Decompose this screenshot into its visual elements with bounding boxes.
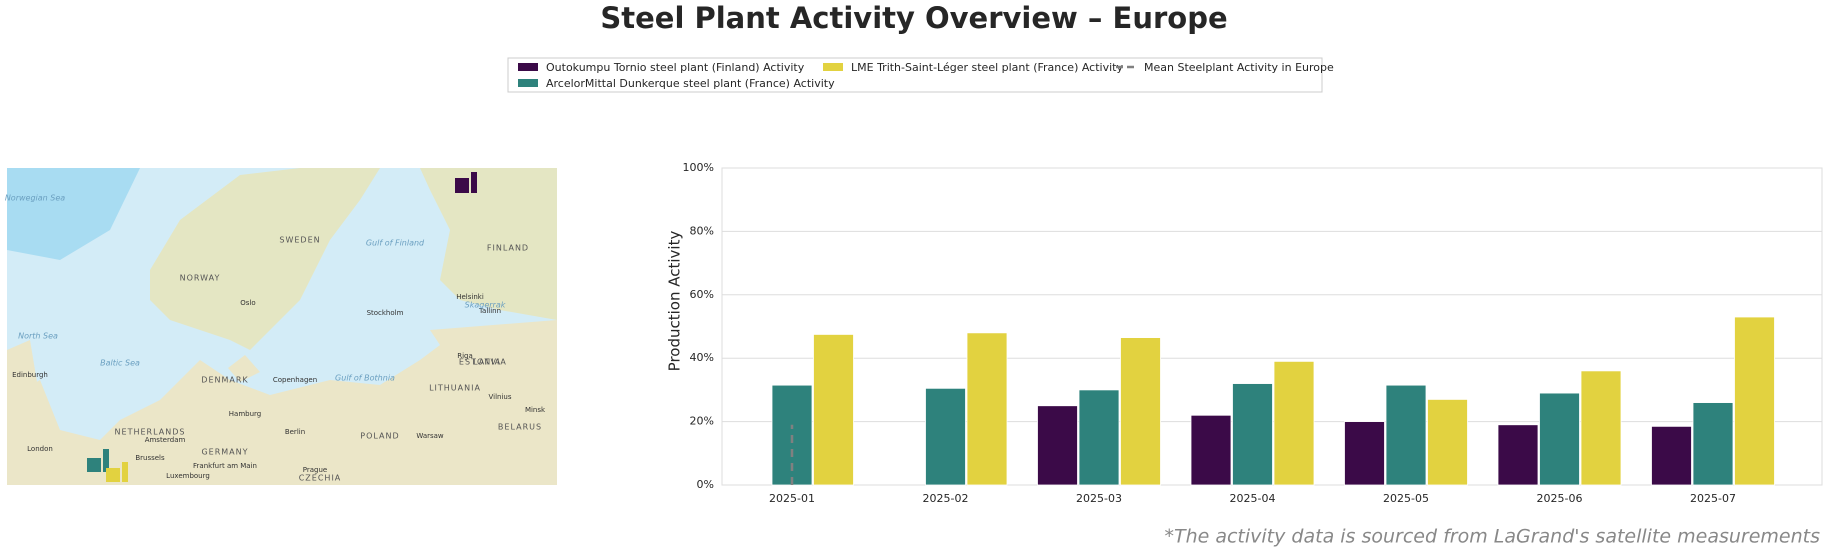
legend <box>507 57 1323 93</box>
bar <box>813 334 854 486</box>
denmark-land <box>228 355 260 382</box>
bar <box>1734 316 1775 486</box>
bar <box>1078 389 1120 486</box>
y-tick-label: 80% <box>690 224 714 237</box>
bar <box>966 332 1008 486</box>
y-tick-label: 0% <box>697 478 714 491</box>
bar <box>1651 425 1692 486</box>
bar <box>1120 337 1161 486</box>
map-label: NETHERLANDS <box>115 428 186 437</box>
map-label: NORWAY <box>180 274 221 283</box>
legend-swatch <box>518 63 538 71</box>
legend-swatch <box>518 79 538 87</box>
map-city: Oslo <box>240 299 255 307</box>
x-tick-label: 2025-04 <box>1230 492 1276 505</box>
legend-label: ArcelorMittal Dunkerque steel plant (Fra… <box>546 77 835 90</box>
x-tick-label: 2025-01 <box>769 492 815 505</box>
map-city: Luxembourg <box>166 472 210 480</box>
bar <box>1692 402 1734 486</box>
map-city: Prague <box>303 466 327 474</box>
bar <box>1427 399 1468 486</box>
finland <box>420 168 557 320</box>
footnote: *The activity data is sourced from LaGra… <box>1164 526 1820 548</box>
bar <box>1232 383 1273 486</box>
bar <box>1037 405 1078 486</box>
bar <box>1497 424 1539 486</box>
map-city: Frankfurt am Main <box>193 462 257 470</box>
map-city: London <box>27 445 53 453</box>
bar <box>1273 360 1315 486</box>
continent <box>7 320 557 485</box>
map-city: Hamburg <box>229 410 261 418</box>
x-tick-label: 2025-05 <box>1383 492 1429 505</box>
map-sea-label: Norwegian Sea <box>5 194 65 203</box>
legend-label: Mean Steelplant Activity in Europe <box>1144 61 1334 74</box>
map-label: CZECHIA <box>299 474 342 483</box>
map-city: Berlin <box>285 428 305 436</box>
y-axis-label: Production Activity <box>666 231 684 372</box>
map-city: Brussels <box>135 454 165 462</box>
bar <box>1385 384 1427 486</box>
legend-label: Outokumpu Tornio steel plant (Finland) A… <box>546 61 805 74</box>
map-label: FINLAND <box>487 244 529 253</box>
factory-tornio <box>455 172 477 193</box>
bar <box>1190 414 1232 486</box>
map-label: ESTONIA <box>459 358 501 367</box>
y-tick-label: 60% <box>690 288 714 301</box>
map-label: GERMANY <box>201 448 248 457</box>
map-city: Edinburgh <box>12 371 48 379</box>
map-city: Amsterdam <box>145 436 186 444</box>
map-city: Vilnius <box>489 393 512 401</box>
x-tick-label: 2025-02 <box>923 492 969 505</box>
x-tick-label: 2025-03 <box>1076 492 1122 505</box>
map-city: Copenhagen <box>273 376 317 384</box>
x-tick-label: 2025-07 <box>1690 492 1736 505</box>
y-tick-label: 20% <box>690 415 714 428</box>
map-sea-label: Gulf of Bothnia <box>335 374 395 383</box>
map-label: BELARUS <box>498 423 542 432</box>
y-tick-label: 100% <box>683 161 714 174</box>
map-sea-label: Gulf of Finland <box>366 239 425 248</box>
map-sea-label: Skagerrak <box>465 301 506 310</box>
bar <box>1580 370 1622 486</box>
factory-trith <box>106 462 128 482</box>
britain <box>7 340 40 480</box>
map-sea-label: North Sea <box>18 332 58 341</box>
y-tick-label: 40% <box>690 351 714 364</box>
deep-sea <box>7 168 140 260</box>
map-label: DENMARK <box>201 376 248 385</box>
factory-dunkerque <box>87 449 109 472</box>
map-city: Tallinn <box>478 307 501 315</box>
map-city: Minsk <box>525 406 546 414</box>
x-tick-label: 2025-06 <box>1537 492 1583 505</box>
map-label: SWEDEN <box>279 236 320 245</box>
page-title: Steel Plant Activity Overview – Europe <box>600 1 1227 35</box>
bar <box>1539 392 1580 486</box>
map-sea-label: Baltic Sea <box>100 359 140 368</box>
map-city: Riga <box>457 352 473 360</box>
bar <box>1344 421 1385 486</box>
legend-label: LME Trith-Saint-Léger steel plant (Franc… <box>851 61 1123 74</box>
map-label: LITHUANIA <box>429 384 481 393</box>
map-city: Warsaw <box>416 432 444 440</box>
bar <box>925 387 966 486</box>
legend-swatch <box>823 63 843 71</box>
map-city: Stockholm <box>367 309 404 317</box>
map-city: Helsinki <box>456 293 484 301</box>
scandinavia <box>150 168 380 350</box>
map-label: POLAND <box>360 432 399 441</box>
map-label: LATVIA <box>473 358 507 367</box>
